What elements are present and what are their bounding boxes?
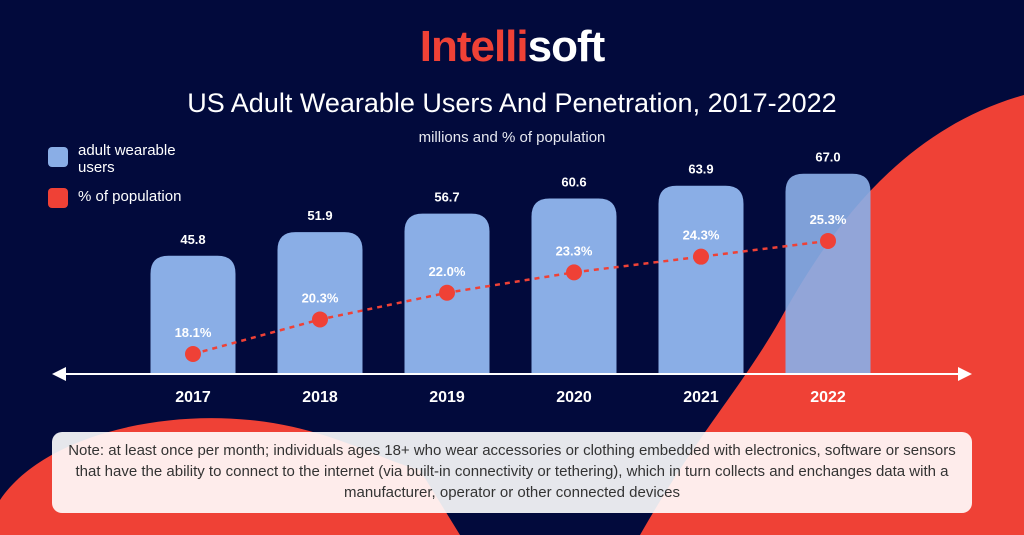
bar <box>150 255 236 374</box>
bar-value-label: 51.9 <box>307 208 332 223</box>
percent-point <box>439 284 455 301</box>
x-tick-label: 2022 <box>810 389 846 406</box>
percent-label: 20.3% <box>302 290 339 305</box>
legend-label: adult wearable users <box>78 142 176 176</box>
bar-value-label: 63.9 <box>688 162 713 177</box>
percent-point <box>185 346 201 362</box>
percent-label: 18.1% <box>175 325 212 340</box>
bar-value-label: 67.0 <box>815 150 840 165</box>
percent-point <box>566 264 582 281</box>
x-tick-label: 2021 <box>683 389 719 406</box>
bar <box>531 198 617 374</box>
bar-value-label: 60.6 <box>561 174 586 189</box>
note: Note: at least once per month; individua… <box>52 432 972 513</box>
bar-value-label: 45.8 <box>180 232 205 247</box>
percent-point <box>312 311 328 328</box>
logo: Intellisoft <box>0 22 1024 72</box>
legend-label: % of population <box>78 188 182 205</box>
logo-part-1: Intelli <box>419 22 529 71</box>
legend-swatch-points <box>48 188 68 208</box>
legend-item-percent: % of population <box>48 188 208 208</box>
bar <box>658 185 744 374</box>
logo-part-2: soft <box>527 22 606 71</box>
percent-point <box>693 248 709 265</box>
x-tick-label: 2018 <box>302 389 338 406</box>
legend: adult wearable users % of population <box>48 142 208 220</box>
x-tick-label: 2019 <box>429 389 465 406</box>
bar-value-label: 56.7 <box>434 190 459 205</box>
x-tick-label: 2020 <box>556 389 592 406</box>
percent-label: 23.3% <box>556 243 593 258</box>
x-tick-label: 2017 <box>175 389 211 406</box>
axis-arrow-left <box>52 367 66 381</box>
legend-swatch-bars <box>48 147 68 167</box>
axis-arrow-right <box>958 367 972 381</box>
legend-item-users: adult wearable users <box>48 142 208 176</box>
bar <box>785 173 871 374</box>
chart-subtitle: millions and % of population <box>418 129 606 146</box>
percent-label: 22.0% <box>429 264 466 279</box>
chart-title: US Adult Wearable Users And Penetration,… <box>187 88 837 118</box>
bar <box>277 232 363 374</box>
percent-label: 25.3% <box>810 212 847 227</box>
percent-label: 24.3% <box>683 228 720 243</box>
percent-point <box>820 232 836 249</box>
